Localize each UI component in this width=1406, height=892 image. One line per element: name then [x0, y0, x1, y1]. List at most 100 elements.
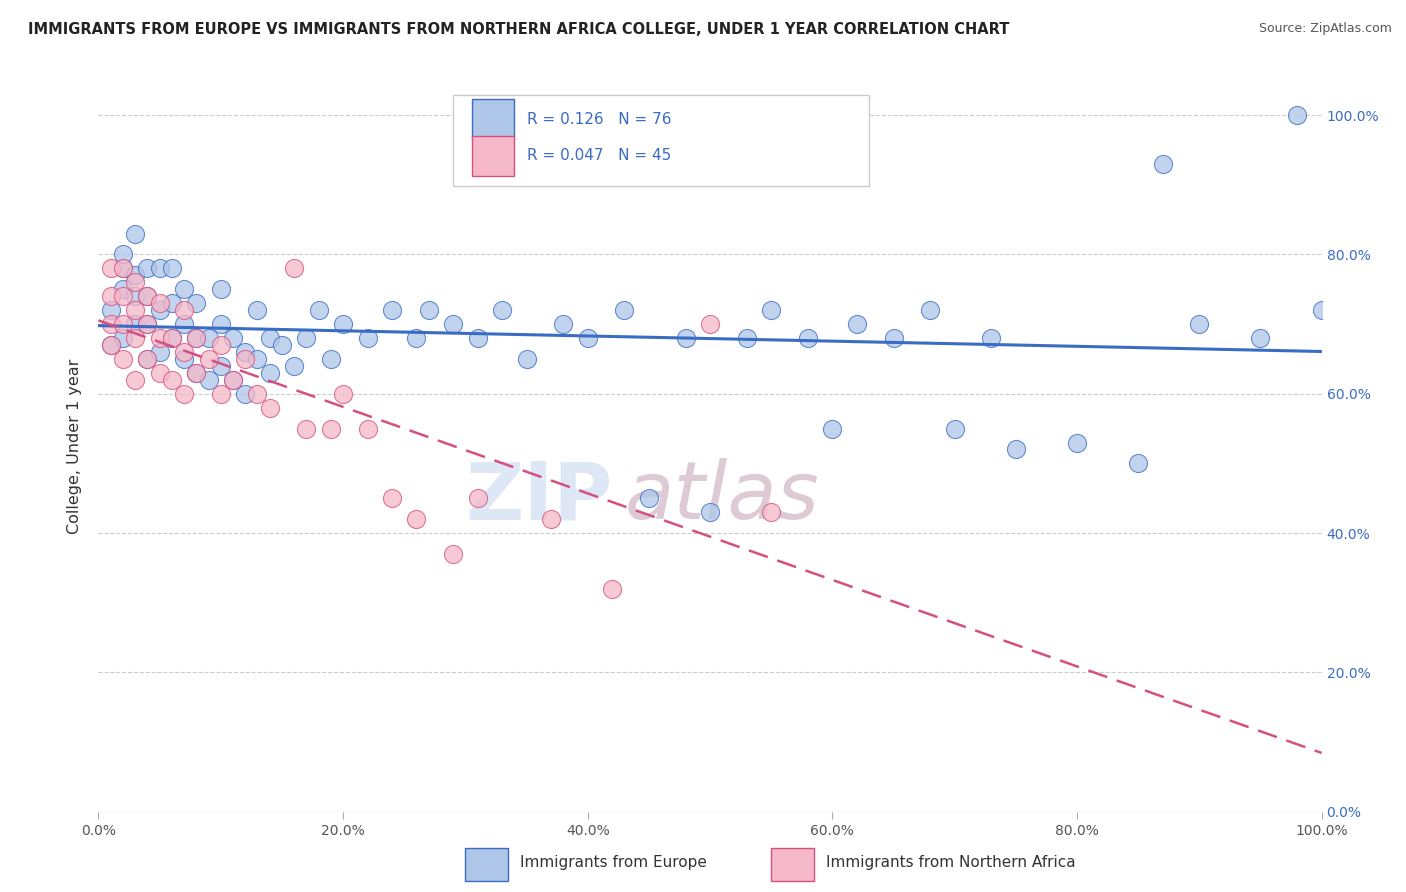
FancyBboxPatch shape	[453, 95, 869, 186]
Point	[197, 373, 219, 387]
Point	[124, 373, 146, 387]
Point	[638, 491, 661, 506]
Point	[209, 282, 232, 296]
Point	[259, 401, 281, 415]
Point	[332, 317, 354, 331]
Point	[160, 296, 183, 310]
Point	[100, 338, 122, 352]
Point	[186, 296, 208, 310]
Point	[295, 331, 318, 345]
Point	[136, 289, 159, 303]
Point	[173, 386, 195, 401]
Point	[356, 421, 378, 435]
Point	[1128, 457, 1150, 471]
Point	[283, 359, 305, 373]
Point	[160, 331, 183, 345]
Point	[160, 261, 183, 276]
Point	[186, 331, 208, 345]
Point	[136, 351, 159, 366]
Point	[136, 261, 159, 276]
Point	[124, 331, 146, 345]
Point	[675, 331, 697, 345]
Point	[111, 282, 134, 296]
Point	[735, 331, 758, 345]
Point	[197, 351, 219, 366]
Point	[111, 351, 134, 366]
Point	[1066, 435, 1088, 450]
Point	[149, 345, 172, 359]
Point	[222, 373, 245, 387]
Point	[149, 303, 172, 318]
Point	[761, 303, 783, 318]
Text: atlas: atlas	[624, 458, 820, 536]
Point	[1249, 331, 1271, 345]
Point	[124, 289, 146, 303]
Point	[233, 386, 256, 401]
Point	[100, 261, 122, 276]
Point	[356, 331, 378, 345]
Point	[270, 338, 294, 352]
Point	[209, 359, 232, 373]
Point	[222, 331, 245, 345]
Y-axis label: College, Under 1 year: College, Under 1 year	[67, 359, 83, 533]
Point	[1188, 317, 1211, 331]
Point	[613, 303, 636, 318]
Point	[883, 331, 905, 345]
Point	[821, 421, 844, 435]
Point	[1310, 303, 1333, 318]
Point	[100, 289, 122, 303]
Point	[441, 317, 464, 331]
Point	[576, 331, 599, 345]
Point	[233, 345, 256, 359]
Point	[136, 317, 159, 331]
Point	[222, 373, 245, 387]
Text: R = 0.126   N = 76: R = 0.126 N = 76	[526, 112, 671, 127]
Point	[553, 317, 575, 331]
Point	[136, 351, 159, 366]
Point	[136, 317, 159, 331]
Point	[319, 351, 342, 366]
Point	[381, 303, 404, 318]
Point	[600, 582, 623, 596]
Point	[149, 261, 172, 276]
Point	[136, 289, 159, 303]
Text: IMMIGRANTS FROM EUROPE VS IMMIGRANTS FROM NORTHERN AFRICA COLLEGE, UNDER 1 YEAR : IMMIGRANTS FROM EUROPE VS IMMIGRANTS FRO…	[28, 22, 1010, 37]
Point	[111, 317, 134, 331]
Point	[441, 547, 464, 561]
Point	[197, 331, 219, 345]
Point	[319, 421, 342, 435]
Point	[980, 331, 1002, 345]
Point	[540, 512, 562, 526]
Text: R = 0.047   N = 45: R = 0.047 N = 45	[526, 148, 671, 163]
Point	[699, 505, 721, 519]
Point	[418, 303, 440, 318]
Point	[111, 261, 134, 276]
Point	[149, 366, 172, 380]
Text: ZIP: ZIP	[465, 458, 612, 536]
Point	[100, 338, 122, 352]
Point	[173, 282, 195, 296]
Point	[160, 373, 183, 387]
Point	[332, 386, 354, 401]
Point	[1286, 108, 1309, 122]
Point	[100, 317, 122, 331]
Point	[111, 247, 134, 261]
Point	[160, 331, 183, 345]
Point	[233, 351, 256, 366]
Point	[209, 317, 232, 331]
Point	[246, 303, 269, 318]
Point	[246, 351, 269, 366]
Point	[186, 366, 208, 380]
Point	[845, 317, 868, 331]
Point	[405, 512, 427, 526]
Point	[111, 289, 134, 303]
Point	[761, 505, 783, 519]
Point	[381, 491, 404, 506]
Point	[308, 303, 330, 318]
Point	[111, 331, 134, 345]
Text: Immigrants from Europe: Immigrants from Europe	[520, 855, 707, 871]
Point	[797, 331, 820, 345]
Text: Source: ZipAtlas.com: Source: ZipAtlas.com	[1258, 22, 1392, 36]
Point	[405, 331, 427, 345]
Point	[149, 331, 172, 345]
